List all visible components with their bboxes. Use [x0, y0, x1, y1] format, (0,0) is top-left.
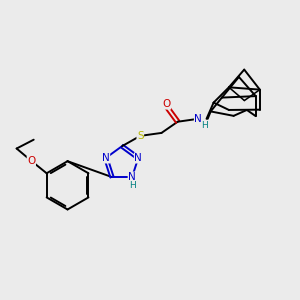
- Text: N: N: [194, 114, 202, 124]
- Text: H: H: [201, 121, 208, 130]
- Text: N: N: [102, 153, 110, 163]
- Text: S: S: [137, 131, 144, 141]
- Text: N: N: [128, 172, 136, 182]
- Text: N: N: [134, 153, 142, 163]
- Text: H: H: [129, 181, 135, 190]
- Text: O: O: [27, 156, 35, 166]
- Text: O: O: [162, 99, 171, 109]
